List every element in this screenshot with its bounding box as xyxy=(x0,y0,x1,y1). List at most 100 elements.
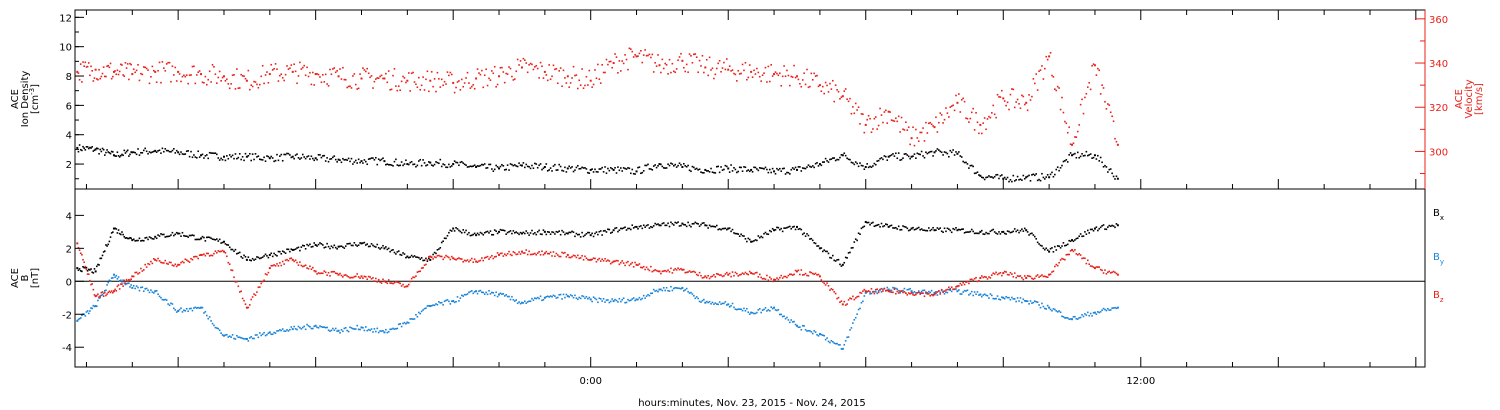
bz-sample xyxy=(843,300,846,303)
by-sample xyxy=(601,300,603,302)
bx-sample xyxy=(611,231,613,234)
bx-sample xyxy=(309,243,311,246)
by-sample xyxy=(1104,308,1106,311)
velocity-sample xyxy=(601,64,603,66)
velocity-sample xyxy=(155,81,158,83)
by-sample xyxy=(584,297,586,300)
velocity-sample xyxy=(869,117,871,120)
bx-sample xyxy=(597,233,599,236)
by-sample xyxy=(677,287,679,289)
density-sample xyxy=(340,161,343,164)
bz-sample xyxy=(266,273,268,276)
bz-sample xyxy=(834,292,837,295)
bz-point xyxy=(429,255,432,258)
density-sample xyxy=(198,156,201,158)
density-sample xyxy=(917,153,920,155)
density-sample xyxy=(508,169,510,171)
bx-sample xyxy=(280,252,283,255)
density-sample xyxy=(469,165,472,168)
velocity-sample xyxy=(609,60,612,63)
by-sample xyxy=(906,288,909,291)
bz-sample xyxy=(167,263,169,265)
density-sample xyxy=(764,166,767,169)
bz-sample xyxy=(274,265,277,267)
velocity-sample xyxy=(703,71,705,74)
density-sample xyxy=(539,163,542,165)
bx-sample xyxy=(717,228,719,231)
bz-sample xyxy=(705,276,708,279)
by-sample xyxy=(158,295,161,298)
by-sample xyxy=(393,328,396,330)
density-sample xyxy=(439,158,442,161)
by-sample xyxy=(532,299,535,301)
density-sample xyxy=(491,168,493,170)
velocity-sample xyxy=(814,75,817,77)
bx-sample xyxy=(895,226,897,229)
density-sample xyxy=(236,157,238,160)
bz-sample xyxy=(927,293,930,295)
by-sample xyxy=(638,296,641,299)
velocity-point xyxy=(314,73,317,76)
by-sample xyxy=(309,326,311,328)
by-sample xyxy=(112,277,114,279)
density-sample xyxy=(129,153,131,156)
bx-sample xyxy=(128,237,130,240)
density-sample xyxy=(1081,153,1083,155)
by-sample xyxy=(110,277,113,279)
density-point xyxy=(112,154,115,157)
by-sample xyxy=(301,326,304,329)
by-sample xyxy=(728,305,731,308)
bx-point xyxy=(979,230,982,233)
velocity-sample xyxy=(674,71,677,74)
bx-sample xyxy=(400,254,403,256)
bx-sample xyxy=(513,232,516,234)
velocity-sample xyxy=(678,56,681,58)
velocity-sample xyxy=(175,80,178,82)
density-sample xyxy=(591,168,593,170)
velocity-sample xyxy=(112,75,114,78)
velocity-sample xyxy=(205,83,208,86)
bx-sample xyxy=(380,246,383,249)
by-sample xyxy=(430,304,433,307)
velocity-sample xyxy=(925,121,927,124)
velocity-sample xyxy=(1038,70,1040,73)
density-sample xyxy=(466,166,469,168)
by-sample xyxy=(413,318,416,320)
velocity-sample xyxy=(193,65,195,68)
bx-sample xyxy=(377,246,380,249)
velocity-point xyxy=(589,79,592,82)
bx-sample xyxy=(687,221,689,224)
by-sample xyxy=(783,315,785,318)
density-sample xyxy=(988,175,990,177)
bz-sample xyxy=(1091,265,1093,268)
by-sample xyxy=(456,296,459,298)
velocity-sample xyxy=(77,72,80,74)
bx-sample xyxy=(87,268,90,271)
density-sample xyxy=(203,157,205,159)
bx-sample xyxy=(949,229,952,232)
velocity-sample xyxy=(164,70,167,72)
bx-sample xyxy=(416,256,419,259)
bz-sample xyxy=(376,281,379,283)
velocity-sample xyxy=(625,58,628,61)
density-sample xyxy=(876,160,879,162)
velocity-sample xyxy=(810,72,813,75)
by-sample xyxy=(422,309,424,311)
bz-sample xyxy=(359,277,361,279)
by-sample xyxy=(105,289,107,292)
density-sample xyxy=(191,156,194,159)
bz-sample xyxy=(117,284,120,286)
by-sample xyxy=(502,293,505,295)
velocity-sample xyxy=(1101,84,1103,86)
density-sample xyxy=(1072,153,1075,156)
velocity-sample xyxy=(895,117,897,120)
density-sample xyxy=(290,156,293,159)
density-sample xyxy=(927,151,930,154)
x-axis-title: hours:minutes, Nov. 23, 2015 - Nov. 24, … xyxy=(638,398,866,409)
density-sample xyxy=(313,159,316,162)
density-sample xyxy=(370,157,373,159)
density-sample xyxy=(718,171,721,174)
bz-sample xyxy=(184,258,187,261)
velocity-sample xyxy=(187,82,189,85)
velocity-sample xyxy=(399,89,401,92)
